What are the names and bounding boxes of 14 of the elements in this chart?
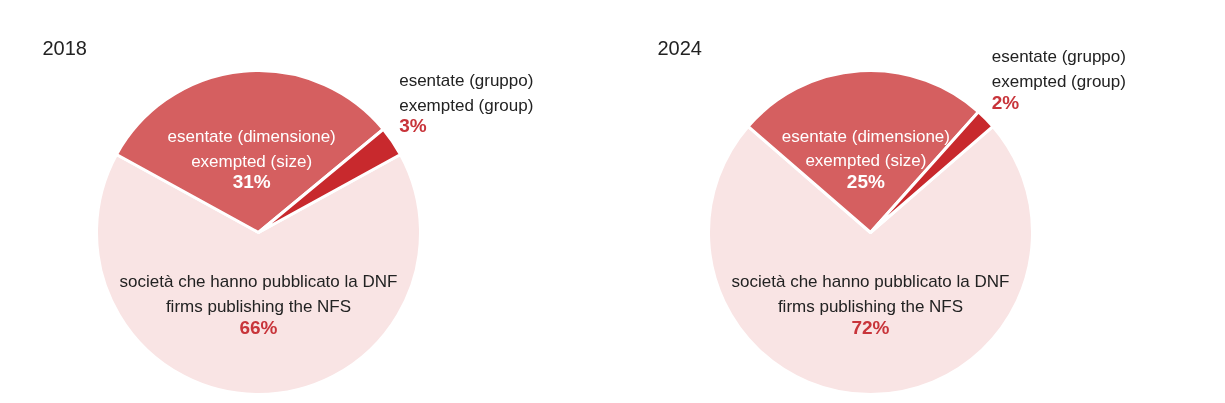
data-label: 2% [991,91,1020,113]
slice-label: esentate (dimensione) exempted (size) [781,126,950,171]
slice-label: società che hanno pubblicato la DNF firms publishing the NFS [731,272,1010,317]
data-label: 72% [851,316,890,338]
data-label: 3% [399,115,427,137]
slice-label: esentate (gruppo) exempted (group) [399,71,534,115]
data-label: 66% [239,316,278,338]
chart-title: 2024 [657,36,702,59]
data-label: 25% [846,171,885,193]
slice-label: esentate (gruppo) exempted (group) [991,47,1126,92]
chart-title: 2018 [42,36,87,59]
data-label: 31% [232,171,271,193]
slice-label: esentate (dimensione) exempted (size) [167,126,336,171]
slice-label: società che hanno pubblicato la DNF firms publishing the NFS [119,272,398,317]
